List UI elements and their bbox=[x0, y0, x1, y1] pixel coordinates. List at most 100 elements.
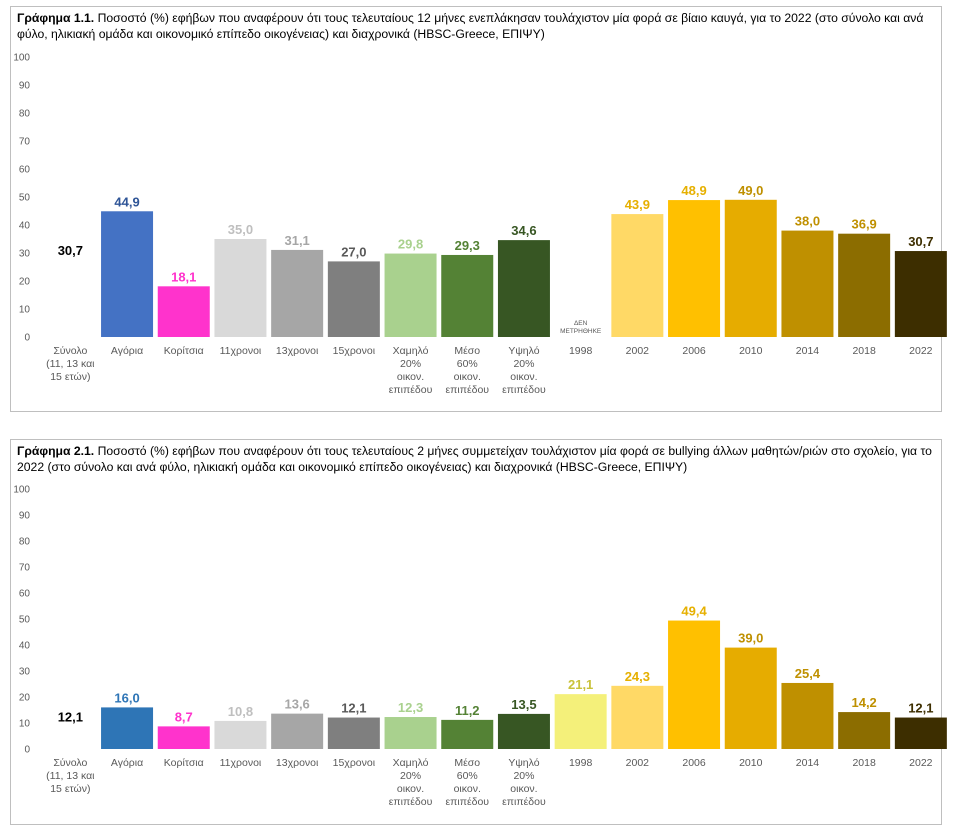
x-tick-label: 11χρονοι bbox=[220, 345, 262, 357]
x-tick-label: οικον. bbox=[397, 783, 424, 795]
y-tick-label: 20 bbox=[19, 277, 31, 288]
y-tick-label: 40 bbox=[19, 641, 31, 652]
y-tick-label: 90 bbox=[19, 81, 31, 92]
bar-chart-1: 0 10 20 30 40 50 60 70 80 90 100 30,7 Σύνολο(11, 13 … bbox=[13, 53, 947, 396]
data-label: 12,1 bbox=[908, 701, 933, 716]
data-label: 43,9 bbox=[625, 197, 650, 212]
data-label: 12,3 bbox=[398, 700, 423, 715]
data-label: 13,6 bbox=[284, 697, 309, 712]
x-tick-label: επιπέδου bbox=[502, 384, 546, 396]
data-label: 38,0 bbox=[795, 214, 820, 229]
bar bbox=[894, 717, 947, 749]
x-tick-label: (11, 13 και bbox=[46, 770, 95, 782]
data-label: 49,0 bbox=[738, 183, 763, 198]
data-label: 16,0 bbox=[114, 690, 139, 705]
data-label: 21,1 bbox=[568, 677, 593, 692]
missing-note: ΜΕΤΡΗΘΗΚΕ bbox=[560, 328, 602, 335]
y-tick-label: 100 bbox=[13, 485, 30, 496]
data-label: 24,3 bbox=[625, 669, 650, 684]
bar bbox=[384, 717, 437, 749]
y-tick-label: 100 bbox=[13, 53, 30, 64]
y-tick-label: 60 bbox=[19, 165, 31, 176]
chart-title-text: Ποσοστό (%) εφήβων που αναφέρουν ότι του… bbox=[17, 444, 932, 474]
x-tick-label: Χαμηλό bbox=[393, 345, 429, 357]
x-tick-label: 2018 bbox=[852, 757, 876, 769]
x-tick-label: Κορίτσια bbox=[164, 757, 204, 769]
x-tick-label: 2022 bbox=[909, 757, 933, 769]
bar bbox=[668, 620, 721, 749]
bar bbox=[101, 211, 154, 337]
x-tick-label: 15 ετών) bbox=[50, 783, 90, 795]
x-tick-label: 2002 bbox=[626, 757, 650, 769]
x-tick-label: 2022 bbox=[909, 345, 933, 357]
x-tick-label: Μέσο bbox=[454, 757, 480, 769]
data-label: 35,0 bbox=[228, 222, 253, 237]
y-tick-label: 10 bbox=[19, 719, 31, 730]
x-tick-label: Μέσο bbox=[454, 345, 480, 357]
bar bbox=[157, 726, 210, 749]
bar bbox=[838, 233, 891, 337]
bar bbox=[327, 717, 380, 749]
bar bbox=[214, 239, 267, 337]
chart-panel-2: Γράφημα 2.1. Ποσοστό (%) εφήβων που αναφ… bbox=[10, 439, 947, 825]
y-tick-label: 40 bbox=[19, 221, 31, 232]
data-label: 10,8 bbox=[228, 704, 253, 719]
bar bbox=[101, 707, 154, 749]
bar bbox=[497, 240, 550, 337]
data-label: 30,7 bbox=[908, 234, 933, 249]
x-tick-label: 11χρονοι bbox=[220, 757, 262, 769]
x-tick-label: 2018 bbox=[852, 345, 876, 357]
x-tick-label: οικον. bbox=[454, 371, 481, 383]
data-label: 13,5 bbox=[511, 697, 536, 712]
x-tick-label: 2006 bbox=[682, 345, 706, 357]
x-tick-label: οικον. bbox=[454, 783, 481, 795]
bar bbox=[384, 253, 437, 337]
bar bbox=[271, 713, 324, 749]
bar bbox=[894, 251, 947, 337]
bar bbox=[271, 249, 324, 337]
x-tick-label: επιπέδου bbox=[389, 384, 433, 396]
data-label: 36,9 bbox=[851, 217, 876, 232]
chart-title-number: Γράφημα 1.1. bbox=[17, 11, 95, 25]
x-tick-label: επιπέδου bbox=[445, 384, 489, 396]
x-tick-label: οικον. bbox=[397, 371, 424, 383]
data-label: 44,9 bbox=[114, 194, 139, 209]
y-tick-label: 20 bbox=[19, 693, 31, 704]
y-tick-label: 80 bbox=[19, 537, 31, 548]
x-tick-label: επιπέδου bbox=[389, 796, 433, 808]
data-label: 27,0 bbox=[341, 244, 366, 259]
x-tick-label: 13χρονοι bbox=[276, 345, 319, 357]
bar bbox=[554, 694, 607, 749]
x-tick-label: 20% bbox=[400, 358, 421, 370]
data-label: 14,2 bbox=[851, 695, 876, 710]
x-tick-label: Κορίτσια bbox=[164, 345, 204, 357]
data-label: 31,1 bbox=[284, 233, 309, 248]
x-tick-label: 1998 bbox=[569, 757, 593, 769]
x-tick-label: 15 ετών) bbox=[50, 371, 90, 383]
x-tick-label: Σύνολο bbox=[53, 345, 87, 357]
chart-title-number: Γράφημα 2.1. bbox=[17, 444, 95, 458]
bar bbox=[611, 685, 664, 749]
bar-chart-2: 0 10 20 30 40 50 60 70 80 90 100 12,1 Σύνολο(11, 13 … bbox=[13, 485, 947, 808]
x-tick-label: οικον. bbox=[510, 371, 537, 383]
y-tick-label: 60 bbox=[19, 589, 31, 600]
data-label: 25,4 bbox=[795, 666, 821, 681]
x-tick-label: Υψηλό bbox=[508, 757, 539, 769]
bar bbox=[724, 199, 777, 337]
x-tick-label: Αγόρια bbox=[111, 345, 143, 357]
x-tick-label: Υψηλό bbox=[508, 345, 539, 357]
data-label: 12,1 bbox=[341, 701, 366, 716]
y-tick-label: 30 bbox=[19, 249, 31, 260]
bar bbox=[497, 713, 550, 749]
chart-title-text: Ποσοστό (%) εφήβων που αναφέρουν ότι του… bbox=[17, 11, 924, 41]
data-label: 30,7 bbox=[58, 243, 83, 258]
bar bbox=[724, 647, 777, 749]
x-tick-label: επιπέδου bbox=[502, 796, 546, 808]
x-tick-label: 20% bbox=[513, 358, 534, 370]
x-tick-label: 15χρονοι bbox=[333, 757, 376, 769]
y-tick-label: 90 bbox=[19, 511, 31, 522]
data-label: 8,7 bbox=[175, 709, 193, 724]
x-tick-label: Αγόρια bbox=[111, 757, 143, 769]
y-tick-label: 50 bbox=[19, 615, 31, 626]
bar bbox=[214, 720, 267, 749]
